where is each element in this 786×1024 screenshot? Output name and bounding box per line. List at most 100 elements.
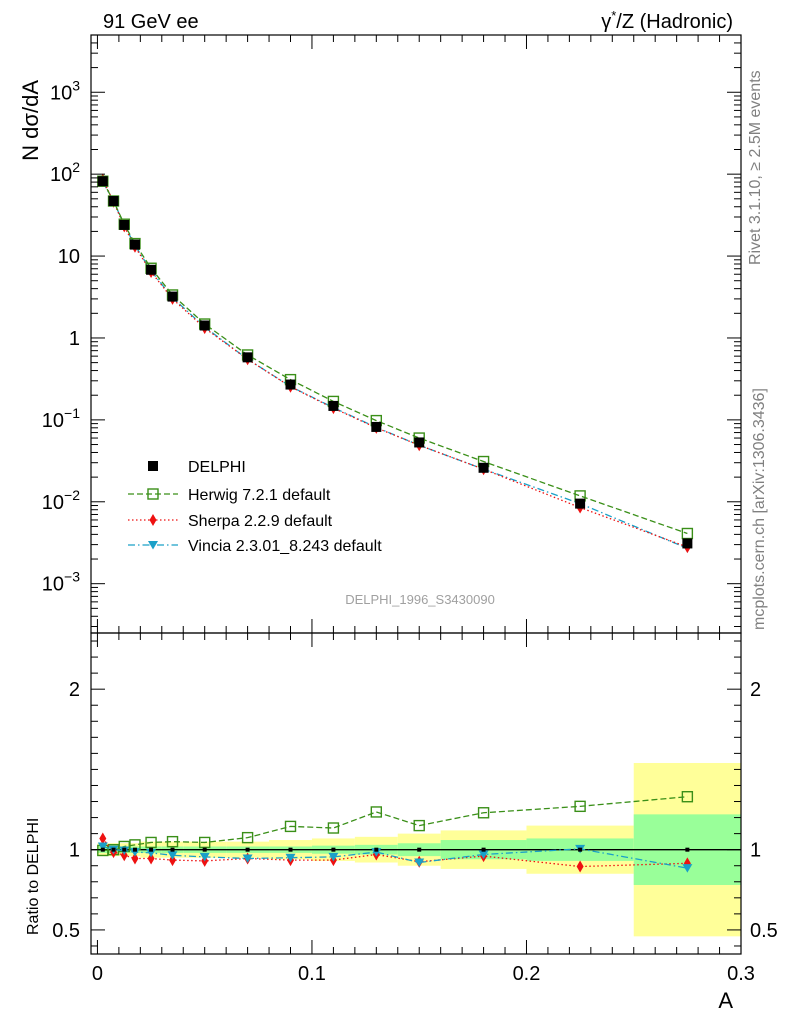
ratio-y-tick-label: 1 — [69, 840, 80, 862]
ratio-reference-point — [149, 847, 154, 852]
ratio-panel-frame — [90, 632, 742, 955]
ratio-point — [166, 835, 179, 848]
y-tick-label: 10 — [58, 246, 80, 268]
ratio-point — [414, 858, 425, 868]
data-point — [285, 379, 296, 390]
data-point — [682, 538, 693, 549]
ratio-point — [99, 832, 107, 845]
ratio-point — [147, 852, 155, 865]
data-point — [167, 291, 178, 302]
ratio-plot-area — [91, 791, 741, 873]
data-point — [414, 437, 425, 448]
header-left-label: 91 GeV ee — [103, 11, 199, 33]
data-point — [575, 498, 586, 509]
ratio-reference-point — [245, 847, 250, 852]
ratio-point — [576, 860, 584, 873]
data-point — [108, 196, 119, 207]
ratio-point — [371, 848, 382, 857]
main-y-axis-label: N dσ/dA — [18, 80, 43, 161]
legend: DELPHI Herwig 7.2.1 default Sherpa 2.2.9 d… — [128, 459, 382, 555]
data-point — [371, 421, 382, 432]
ratio-reference-point — [578, 847, 583, 852]
ratio-point — [327, 822, 340, 834]
legend-marker — [148, 461, 158, 471]
ratio-y-tick-label-right: 0.5 — [750, 920, 778, 942]
y-tick-label: 1 — [69, 328, 80, 350]
legend-marker — [148, 541, 158, 550]
data-point — [129, 239, 140, 250]
y-tick-label: 10−2 — [42, 487, 80, 514]
ratio-point — [413, 819, 425, 832]
ratio-point — [131, 852, 139, 865]
ratio-reference-point — [132, 847, 137, 852]
y-tick-label: 103 — [50, 77, 80, 104]
ratio-reference-point — [481, 847, 486, 852]
ratio-point — [169, 854, 177, 867]
data-point — [119, 219, 130, 230]
ratio-reference-point — [202, 847, 207, 852]
ratio-y-tick-label: 2 — [69, 679, 80, 701]
ratio-point — [167, 851, 178, 860]
data-point — [328, 400, 339, 411]
y-tick-label: 102 — [50, 159, 80, 186]
header-right-label: γ*/Z (Hadronic) — [601, 8, 733, 33]
x-axis: 0 0.1 0.2 0.3 — [92, 633, 755, 985]
legend-marker — [147, 488, 159, 500]
ratio-point — [120, 849, 128, 862]
analysis-watermark: DELPHI_1996_S3430090 — [345, 592, 495, 607]
ratio-reference-point — [417, 847, 422, 852]
ratio-reference-point — [170, 847, 175, 852]
ratio-point — [242, 854, 253, 864]
ratio-point — [285, 853, 296, 863]
y-tick-label: 10−1 — [42, 405, 80, 432]
legend-label: Sherpa 2.2.9 default — [188, 513, 333, 530]
ratio-y-tick-label-right: 2 — [750, 679, 761, 701]
ratio-point — [145, 836, 157, 849]
ratio-point — [198, 836, 211, 849]
data-point — [199, 320, 210, 331]
ratio-point — [682, 864, 693, 873]
mcplots-label: mcplots.cern.ch [arXiv:1306.3436] — [751, 388, 768, 630]
ratio-point — [146, 848, 157, 858]
series-line — [102, 180, 688, 535]
ratio-reference-point — [685, 847, 690, 852]
ratio-point — [241, 831, 254, 844]
ratio-point — [477, 807, 490, 819]
ratio-series-line — [102, 796, 688, 852]
ratio-reference-point — [288, 847, 293, 852]
data-point — [97, 176, 108, 187]
ratio-reference-point — [331, 847, 336, 852]
y-tick-label: 10−3 — [42, 569, 80, 596]
ratio-point — [681, 791, 694, 803]
ratio-point — [574, 800, 586, 813]
ratio-y-axis-label: Ratio to DELPHI — [25, 818, 42, 935]
legend-marker — [149, 514, 157, 526]
ratio-y-axis: 2 2 1 1 0.5 0.5 — [52, 640, 778, 947]
ratio-point — [129, 848, 140, 857]
main-plot-area — [97, 173, 694, 554]
legend-label: Herwig 7.2.1 default — [188, 487, 331, 504]
ratio-point — [328, 852, 339, 862]
ratio-reference-point — [111, 847, 116, 852]
rivet-version-label: Rivet 3.1.10, ≥ 2.5M events — [747, 70, 764, 265]
x-axis-label: A — [718, 988, 733, 1013]
data-point — [242, 352, 253, 363]
ratio-point — [199, 852, 210, 862]
x-tick-label: 0.1 — [298, 963, 326, 985]
ratio-panel: 2 2 1 1 0.5 0.5 0 0.1 0.2 0.3 Ratio to DELPHI A — [25, 632, 778, 1013]
legend-label: DELPHI — [188, 459, 246, 476]
x-tick-label: 0.2 — [513, 963, 541, 985]
ratio-point — [370, 806, 383, 818]
x-tick-label: 0 — [92, 963, 103, 985]
main-x-ticks — [96, 35, 742, 633]
ratio-point — [478, 850, 489, 859]
ratio-point — [284, 820, 297, 833]
legend-label: Vincia 2.3.01_8.243 default — [188, 538, 382, 555]
data-point — [146, 264, 157, 275]
ratio-y-tick-label-right: 1 — [750, 840, 761, 862]
ratio-point — [97, 842, 108, 851]
data-point — [478, 462, 489, 473]
